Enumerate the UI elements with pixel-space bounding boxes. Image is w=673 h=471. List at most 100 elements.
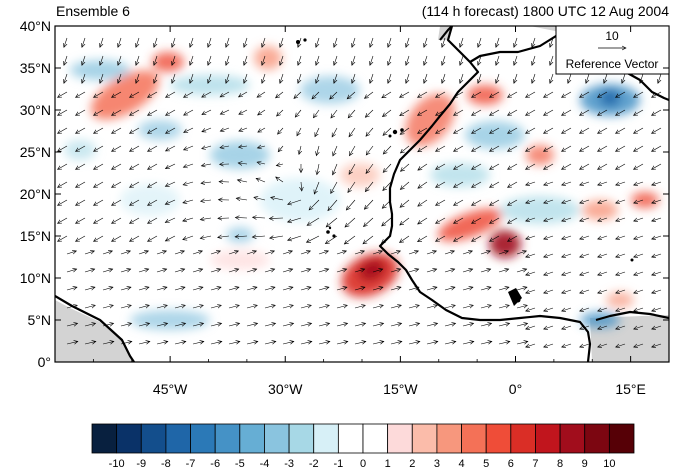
wind-arrow-icon — [280, 55, 284, 65]
wind-arrow-icon — [390, 287, 401, 290]
wind-arrow-icon — [218, 236, 230, 237]
wind-arrow-icon — [120, 323, 132, 326]
wind-arrow-icon — [156, 269, 167, 272]
wind-arrow-icon — [550, 73, 554, 83]
anomaly-blob — [631, 192, 659, 208]
colorbar-swatch — [140, 423, 167, 454]
wind-arrow-icon — [58, 127, 68, 133]
wind-arrow-icon — [382, 217, 392, 226]
wind-arrow-icon — [514, 37, 518, 47]
wind-arrow-icon — [336, 341, 348, 344]
wind-arrow-icon — [598, 235, 608, 239]
wind-arrow-icon — [354, 287, 365, 290]
wind-arrow-icon — [235, 236, 248, 237]
wind-arrow-icon — [462, 251, 472, 254]
wind-arrow-icon — [598, 163, 608, 169]
wind-arrow-icon — [318, 269, 329, 272]
wind-arrow-icon — [130, 181, 140, 187]
anomaly-blob — [465, 121, 525, 149]
wind-arrow-icon — [634, 253, 644, 257]
colorbar-label: -5 — [235, 458, 245, 470]
wind-arrow-icon — [652, 163, 662, 169]
wind-arrow-icon — [442, 55, 446, 65]
wind-arrow-icon — [102, 341, 114, 344]
wind-arrow-icon — [598, 145, 608, 151]
wind-arrow-icon — [148, 109, 158, 115]
anomaly-blob — [437, 208, 503, 242]
wind-arrow-icon — [76, 109, 86, 115]
lat-tick-label: 35°N — [20, 60, 51, 76]
colorbar-label: 1 — [385, 458, 391, 470]
anomaly-blob — [489, 230, 521, 258]
wind-arrow-icon — [192, 341, 204, 344]
wind-arrow-icon — [426, 323, 438, 326]
colorbar-swatch — [313, 423, 339, 454]
wind-arrow-icon — [622, 73, 626, 83]
reference-vector-value: 10 — [605, 29, 619, 43]
wind-arrow-icon — [334, 55, 338, 65]
wind-arrow-icon — [444, 323, 456, 326]
wind-arrow-icon — [174, 323, 186, 326]
wind-arrow-icon — [288, 217, 302, 222]
colorbar-label: 0 — [360, 458, 366, 470]
wind-arrow-icon — [383, 145, 392, 154]
wind-arrow-icon — [76, 163, 86, 169]
colorbar-swatch — [559, 423, 586, 454]
wind-arrow-icon — [336, 305, 347, 308]
lat-tick-label: 15°N — [20, 228, 51, 244]
wind-arrow-icon — [66, 287, 77, 290]
wind-arrow-icon — [282, 323, 294, 326]
wind-arrow-icon — [408, 269, 419, 272]
wind-arrow-icon — [278, 145, 284, 152]
wind-arrow-icon — [472, 235, 482, 241]
wind-arrow-icon — [154, 37, 158, 47]
wind-arrow-icon — [344, 235, 356, 244]
wind-arrow-icon — [226, 37, 230, 47]
wind-arrow-icon — [192, 269, 203, 272]
wind-arrow-icon — [282, 287, 293, 290]
wind-arrow-icon — [472, 91, 482, 97]
wind-arrow-icon — [426, 341, 438, 344]
wind-arrow-icon — [336, 323, 348, 326]
wind-arrow-icon — [271, 197, 284, 200]
wind-arrow-icon — [366, 127, 374, 136]
wind-arrow-icon — [390, 269, 401, 272]
wind-arrow-icon — [462, 323, 474, 326]
wind-arrow-icon — [165, 163, 176, 169]
wind-arrow-icon — [277, 109, 284, 116]
wind-arrow-icon — [94, 91, 104, 97]
wind-arrow-icon — [239, 128, 248, 131]
wind-arrow-icon — [202, 146, 212, 149]
wind-arrow-icon — [454, 217, 464, 223]
anomaly-blob — [70, 60, 130, 80]
wind-arrow-icon — [616, 91, 626, 97]
wind-arrow-icon — [544, 289, 554, 293]
wind-arrow-icon — [562, 91, 572, 97]
wind-arrow-icon — [544, 163, 554, 169]
wind-arrow-icon — [138, 305, 149, 308]
wind-arrow-icon — [174, 305, 185, 308]
colorbar-swatch — [608, 423, 635, 454]
wind-arrow-icon — [264, 251, 274, 254]
wind-arrow-icon — [652, 181, 662, 185]
wind-arrow-icon — [472, 199, 482, 205]
wind-arrow-icon — [604, 73, 608, 83]
wind-arrow-icon — [480, 287, 491, 290]
wind-arrow-icon — [174, 269, 185, 272]
wind-arrow-icon — [328, 199, 338, 211]
wind-arrow-icon — [598, 217, 608, 221]
wind-arrow-icon — [58, 199, 68, 205]
anomaly-blob — [90, 70, 160, 120]
wind-arrow-icon — [94, 109, 104, 115]
wind-arrow-icon — [544, 145, 554, 151]
wind-arrow-icon — [508, 217, 518, 223]
wind-arrow-icon — [354, 269, 365, 272]
wind-arrow-icon — [400, 145, 410, 153]
lat-tick-label: 30°N — [20, 102, 51, 118]
wind-arrow-icon — [94, 163, 104, 169]
wind-arrow-icon — [226, 73, 230, 83]
wind-arrow-icon — [276, 177, 284, 183]
wind-arrow-icon — [544, 343, 554, 347]
lat-tick-label: 25°N — [20, 144, 51, 160]
wind-arrow-icon — [82, 55, 86, 65]
